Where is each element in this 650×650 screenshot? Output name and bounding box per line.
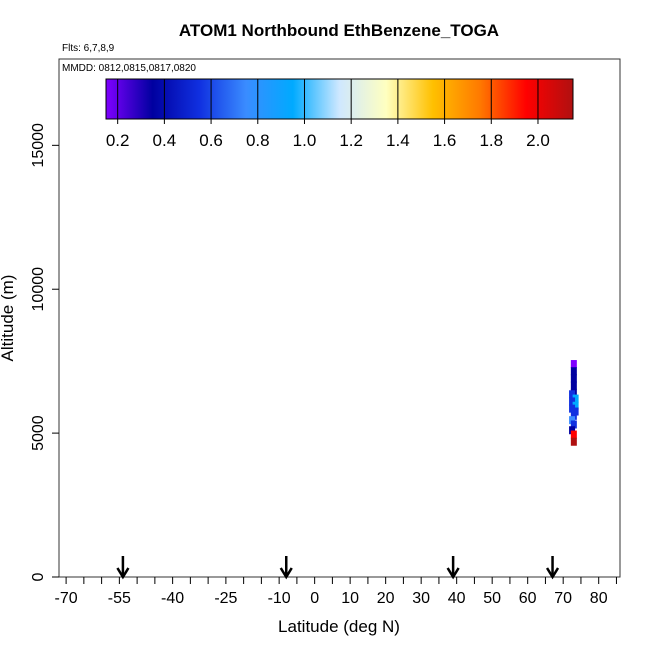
data-point: [570, 374, 577, 383]
flight-arrow-head: [279, 567, 293, 580]
x-tick-label: -40: [161, 590, 184, 607]
x-tick-label: -25: [214, 590, 237, 607]
data-point: [570, 360, 577, 369]
x-tick-label: -10: [268, 590, 291, 607]
flights-label: Flts: 6,7,8,9: [62, 43, 115, 54]
y-tick-label: 15000: [30, 123, 47, 168]
x-tick-label: 10: [341, 590, 359, 607]
x-tick-label: 40: [448, 590, 466, 607]
colorbar-ticks: 0.2 0.4 0.6 0.8 1.0 1.2 1.4 1.6 1.8 2.0: [106, 79, 550, 150]
data-point: [570, 430, 577, 439]
data-point: [572, 394, 579, 403]
data-point: [569, 404, 576, 413]
colorbar-tick-label: 1.0: [293, 131, 317, 150]
y-axis: 0 5000 10000 15000: [30, 123, 59, 581]
flight-arrow-head: [116, 567, 130, 580]
colorbar-tick-label: 0.8: [246, 131, 270, 150]
x-tick-label: 70: [554, 590, 572, 607]
data-point: [570, 437, 577, 446]
colorbar-tick-label: 1.4: [386, 131, 410, 150]
x-axis-label: Latitude (deg N): [278, 617, 400, 636]
colorbar-gradient: [105, 78, 574, 120]
y-axis-label: Altitude (m): [0, 275, 17, 362]
data-point: [570, 411, 577, 420]
data-point: [569, 426, 576, 435]
colorbar-tick-label: 1.2: [339, 131, 363, 150]
data-point: [569, 390, 576, 399]
x-tick-label: 50: [483, 590, 501, 607]
x-tick-label: 60: [519, 590, 537, 607]
colorbar-tick-label: 1.8: [479, 131, 503, 150]
data-point: [570, 381, 577, 390]
colorbar-tick-label: 2.0: [526, 131, 550, 150]
colorbar-tick-label: 0.6: [199, 131, 223, 150]
data-point: [570, 420, 577, 429]
data-point: [569, 397, 576, 406]
y-tick-label: 0: [30, 572, 47, 581]
x-tick-label: -70: [55, 590, 78, 607]
data-point: [572, 401, 579, 410]
x-tick-label: 30: [412, 590, 430, 607]
colorbar-tick-label: 0.4: [153, 131, 177, 150]
chart-title: ATOM1 Northbound EthBenzene_TOGA: [179, 21, 499, 40]
flight-markers: [116, 556, 560, 580]
x-tick-label: 20: [377, 590, 395, 607]
dates-label: MMDD: 0812,0815,0817,0820: [62, 63, 196, 74]
colorbar: [105, 78, 574, 120]
x-tick-label: 0: [310, 590, 319, 607]
data-point: [569, 416, 576, 425]
data-point: [570, 367, 577, 376]
flight-arrow-head: [446, 567, 460, 580]
x-axis: -70 -55 -40 -25 -10 0 10 20 30 40 50 60 70 80: [55, 577, 617, 607]
colorbar-tick-label: 1.6: [433, 131, 457, 150]
data-points: [569, 360, 579, 446]
y-tick-label: 10000: [30, 267, 47, 312]
x-tick-label: -55: [108, 590, 131, 607]
plot-area: [58, 58, 621, 578]
colorbar-tick-label: 0.2: [106, 131, 130, 150]
y-tick-label: 5000: [30, 415, 47, 451]
flight-arrow-head: [545, 567, 560, 580]
x-tick-label: 80: [590, 590, 608, 607]
data-point: [572, 407, 579, 416]
